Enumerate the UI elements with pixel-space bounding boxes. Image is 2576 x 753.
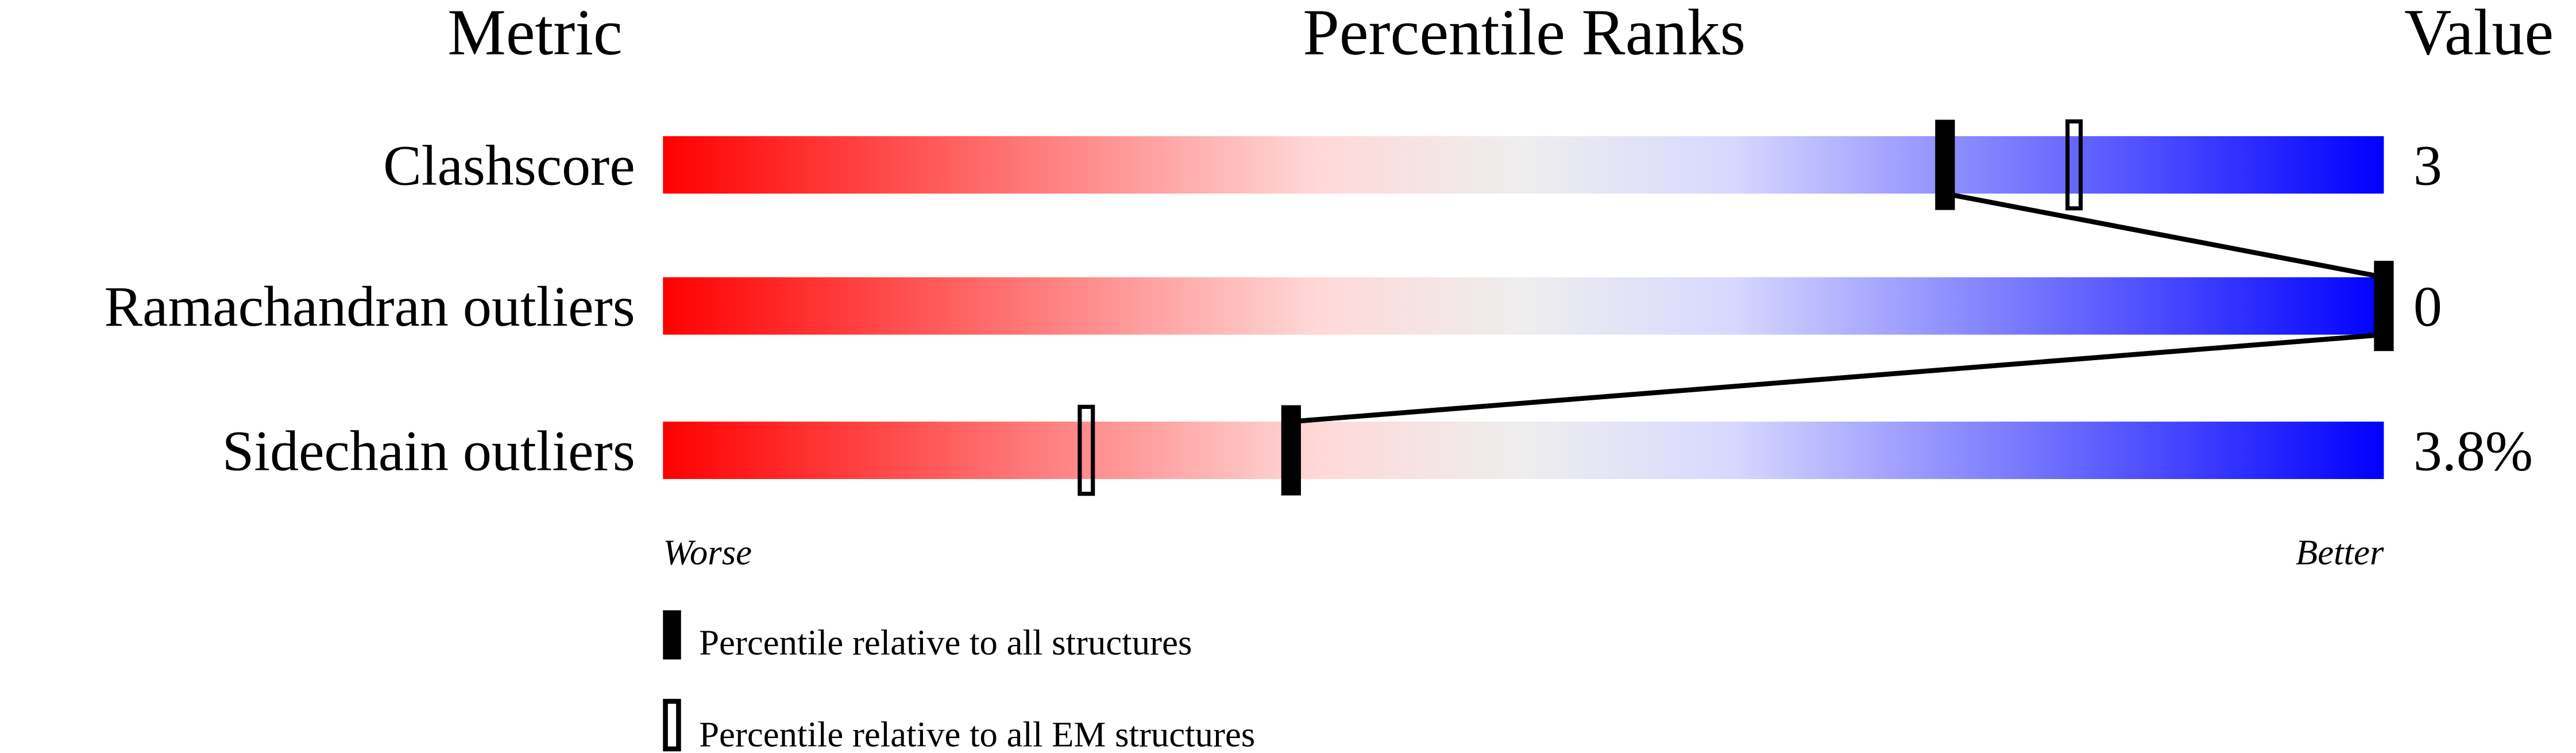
em-percentile-marker xyxy=(2065,119,2083,211)
em-percentile-marker xyxy=(1077,404,1095,496)
legend-filled-marker xyxy=(663,610,681,660)
metric-label: Clashscore xyxy=(383,133,635,197)
metric-label: Ramachandran outliers xyxy=(104,275,635,338)
legend-hollow-marker xyxy=(663,698,681,752)
gradient-bar xyxy=(663,277,2384,335)
worse-label: Worse xyxy=(663,532,752,573)
all-percentile-marker xyxy=(1281,405,1301,496)
percentile-link-line xyxy=(1944,191,2385,280)
header-value: Value xyxy=(2404,0,2554,68)
metric-label: Sidechain outliers xyxy=(222,419,635,482)
metric-value: 0 xyxy=(2413,275,2442,338)
header-metric: Metric xyxy=(447,0,622,68)
metric-value: 3.8% xyxy=(2413,419,2533,482)
header-percentile-ranks: Percentile Ranks xyxy=(1303,0,1745,68)
metric-value: 3 xyxy=(2413,133,2442,197)
all-percentile-marker xyxy=(2374,261,2394,352)
gradient-bar xyxy=(663,422,2384,480)
gradient-bar xyxy=(663,136,2384,194)
better-label: Better xyxy=(2296,532,2384,573)
all-percentile-marker xyxy=(1935,119,1955,210)
legend-all-label: Percentile relative to all structures xyxy=(699,623,1192,663)
percentile-link-line xyxy=(1291,332,2384,424)
legend-em-label: Percentile relative to all EM structures xyxy=(699,715,1255,753)
